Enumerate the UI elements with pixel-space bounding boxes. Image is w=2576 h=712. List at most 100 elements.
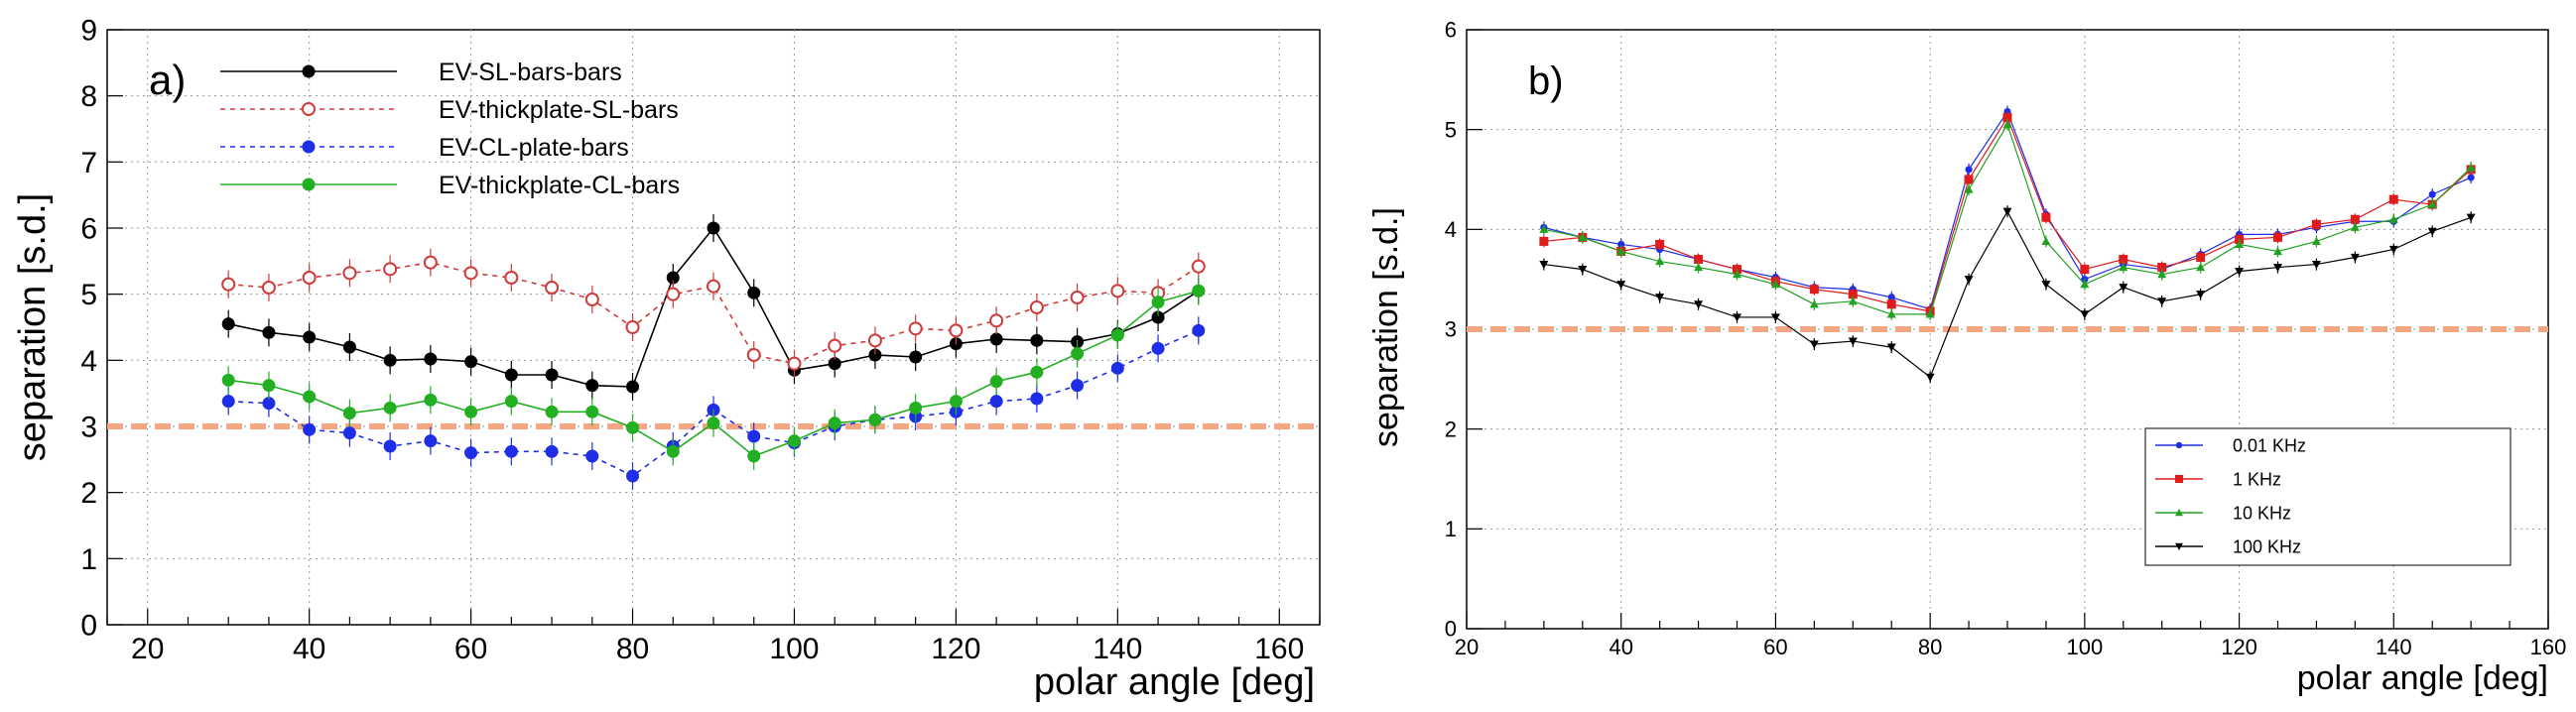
y-tick-label: 6 (80, 213, 97, 246)
data-point (221, 277, 236, 292)
x-tick-label: 160 (2530, 635, 2567, 659)
data-point (2041, 212, 2051, 222)
data-point (424, 434, 438, 448)
plot-frame (106, 29, 1321, 626)
x-tick-label: 40 (1609, 635, 1632, 659)
data-point (828, 416, 841, 430)
data-point (585, 449, 599, 463)
data-point (464, 446, 478, 460)
data-point (867, 333, 882, 348)
legend-marker (2175, 542, 2183, 550)
legend-label: 100 KHz (2233, 536, 2301, 556)
data-point (2041, 281, 2051, 290)
data-point (1694, 255, 1704, 265)
data-point (1029, 300, 1044, 314)
data-point (221, 373, 235, 387)
y-tick-label: 3 (1445, 317, 1457, 342)
data-point (989, 395, 1003, 409)
data-point (1694, 300, 1704, 309)
data-point (1110, 361, 1124, 375)
legend-label: EV-thickplate-CL-bars (439, 172, 680, 199)
y-tick-label: 7 (80, 147, 97, 179)
data-point (2311, 236, 2321, 246)
data-point (1925, 309, 1935, 318)
data-point (1965, 166, 1973, 174)
x-tick-label: 80 (1918, 635, 1942, 659)
data-point (626, 469, 640, 483)
data-point (504, 395, 518, 409)
y-tick-label: 4 (80, 345, 97, 378)
series-b-4 (1539, 205, 2476, 384)
data-point (625, 320, 640, 334)
data-point (2388, 245, 2398, 254)
y-tick-label: 1 (80, 543, 97, 576)
data-point (1809, 340, 1819, 349)
panel-label: b) (1528, 59, 1564, 103)
data-point (1578, 232, 1588, 241)
x-tick-label: 120 (931, 633, 980, 665)
data-point (383, 353, 397, 367)
legend-b: 0.01 KHz 1 KHz 10 KHz 100 KHz (2144, 427, 2512, 566)
data-point (2002, 113, 2012, 123)
data-point (1655, 239, 1665, 249)
data-point (707, 416, 720, 430)
data-point (342, 426, 356, 440)
data-point (1539, 236, 1549, 246)
data-point (666, 287, 681, 301)
data-point (1110, 284, 1125, 298)
data-point (1151, 296, 1165, 309)
y-tick-label: 2 (80, 477, 97, 510)
legend-marker (302, 102, 316, 116)
data-point (707, 279, 720, 294)
data-point (1964, 184, 1974, 193)
data-point (1616, 281, 1626, 290)
x-axis-label: polar angle [deg] (1034, 661, 1315, 703)
data-point (303, 422, 317, 436)
data-point (2119, 255, 2128, 265)
data-point (2157, 297, 2167, 306)
data-point (423, 255, 438, 270)
data-point (2002, 120, 2012, 129)
data-point (2157, 270, 2167, 279)
data-point (1539, 224, 1549, 233)
x-tick-label: 140 (1093, 633, 1142, 665)
data-point (262, 325, 276, 339)
data-point (828, 338, 842, 353)
legend-marker (2175, 441, 2183, 449)
y-tick-label: 0 (1445, 617, 1457, 642)
data-point (747, 286, 761, 299)
data-point (2350, 214, 2360, 224)
data-point (2235, 239, 2245, 249)
data-point (746, 348, 761, 362)
data-point (424, 352, 438, 366)
data-point (1192, 284, 1206, 297)
data-point (221, 317, 235, 331)
data-point (2466, 163, 2476, 172)
legend-marker (2175, 509, 2183, 517)
data-point (1809, 285, 1819, 295)
y-tick-label: 6 (1445, 18, 1457, 43)
series-b-3 (1539, 118, 2476, 320)
data-point (1030, 392, 1044, 406)
x-tick-label: 60 (454, 633, 487, 665)
data-point (2119, 263, 2128, 272)
data-point (1192, 323, 1206, 337)
data-point (545, 444, 559, 458)
data-point (2467, 174, 2475, 181)
data-point (1886, 299, 1896, 309)
data-point (1848, 337, 1858, 346)
data-point (626, 380, 640, 394)
data-point (909, 350, 923, 364)
data-point (504, 368, 518, 382)
data-point (2002, 207, 2012, 216)
x-tick-label: 40 (293, 633, 325, 665)
y-tick-label: 0 (80, 610, 97, 643)
data-point (504, 271, 519, 285)
data-point (747, 449, 761, 463)
data-point (1655, 257, 1665, 266)
data-point (2427, 227, 2437, 236)
data-point (1848, 290, 1858, 299)
y-tick-label: 9 (80, 15, 97, 48)
data-point (1539, 260, 1549, 270)
data-point (2196, 253, 2206, 263)
